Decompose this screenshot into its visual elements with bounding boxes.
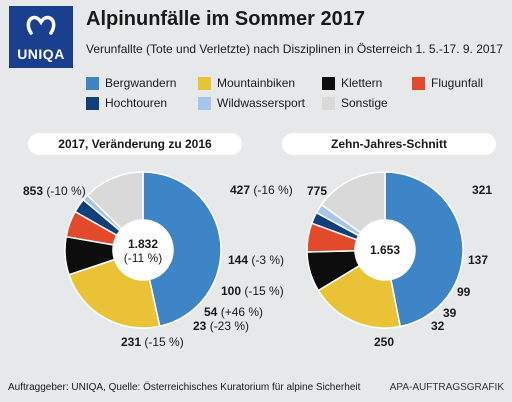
legend-label: Mountainbiken — [217, 76, 296, 90]
legend-label: Flugunfall — [431, 76, 484, 90]
footer-source: Auftraggeber: UNIQA, Quelle: Österreichi… — [8, 382, 361, 393]
slice-label-wildwassersport: 32 — [431, 319, 445, 333]
legend-swatch — [198, 96, 211, 110]
slice-label-klettern: 144 (-3 %) — [228, 253, 284, 267]
legend-item-wildwassersport: Wildwassersport — [198, 96, 305, 110]
legend-label: Sonstige — [341, 96, 388, 110]
legend-item-hochtouren: Hochtouren — [86, 96, 167, 110]
legend-label: Wildwassersport — [217, 96, 306, 110]
donut-center-total: 1.653 — [370, 243, 400, 257]
slice-label-mountainbiken: 321 — [472, 183, 492, 197]
legend-label: Hochtouren — [105, 96, 168, 110]
footer-credit: APA-AUFTRAGSGRAFIK — [389, 382, 504, 393]
page-subtitle: Verunfallte (Tote und Verletzte) nach Di… — [86, 42, 503, 56]
slice-label-flugunfall: 100 (-15 %) — [221, 284, 284, 298]
slice-label-bergwandern: 775 — [307, 184, 327, 198]
legend-swatch — [198, 76, 211, 90]
legend-swatch — [322, 76, 335, 90]
donut-center — [113, 220, 173, 280]
legend-swatch — [322, 96, 335, 110]
legend-label: Klettern — [341, 76, 383, 90]
chart-title-ten-year: Zehn-Jahres-Schnitt — [282, 133, 496, 155]
uniqa-logo-mark — [26, 15, 56, 35]
legend-item-flugunfall: Flugunfall — [412, 76, 483, 90]
slice-label-hochtouren: 39 — [443, 306, 457, 320]
legend-swatch — [86, 76, 99, 90]
page-title: Alpinunfälle im Sommer 2017 — [86, 8, 365, 30]
slice-label-bergwandern: 853 (-10 %) — [23, 184, 86, 198]
slice-label-klettern: 137 — [468, 253, 488, 267]
uniqa-logo: UNIQA — [9, 6, 73, 68]
legend-item-klettern: Klettern — [322, 76, 382, 90]
slice-label-sonstige: 250 — [374, 335, 394, 349]
slice-label-sonstige: 231 (-15 %) — [121, 335, 184, 349]
logo-text: UNIQA — [17, 46, 65, 62]
donut-center-total: 1.832 — [128, 237, 158, 251]
donut-center — [355, 220, 415, 280]
slice-label-mountainbiken: 427 (-16 %) — [230, 183, 293, 197]
legend-label: Bergwandern — [105, 76, 177, 90]
chart-title-2017: 2017, Veränderung zu 2016 — [28, 133, 242, 155]
legend-item-sonstige: Sonstige — [322, 96, 388, 110]
legend-swatch — [86, 96, 99, 110]
slice-label-hochtouren: 54 (+46 %) — [204, 305, 263, 319]
legend-swatch — [412, 76, 425, 90]
legend-item-mountainbiken: Mountainbiken — [198, 76, 295, 90]
donut-center-change: (-11 %) — [124, 251, 162, 265]
slice-label-flugunfall: 99 — [457, 285, 471, 299]
slice-label-wildwassersport: 23 (-23 %) — [193, 319, 249, 333]
legend-item-bergwandern: Bergwandern — [86, 76, 176, 90]
